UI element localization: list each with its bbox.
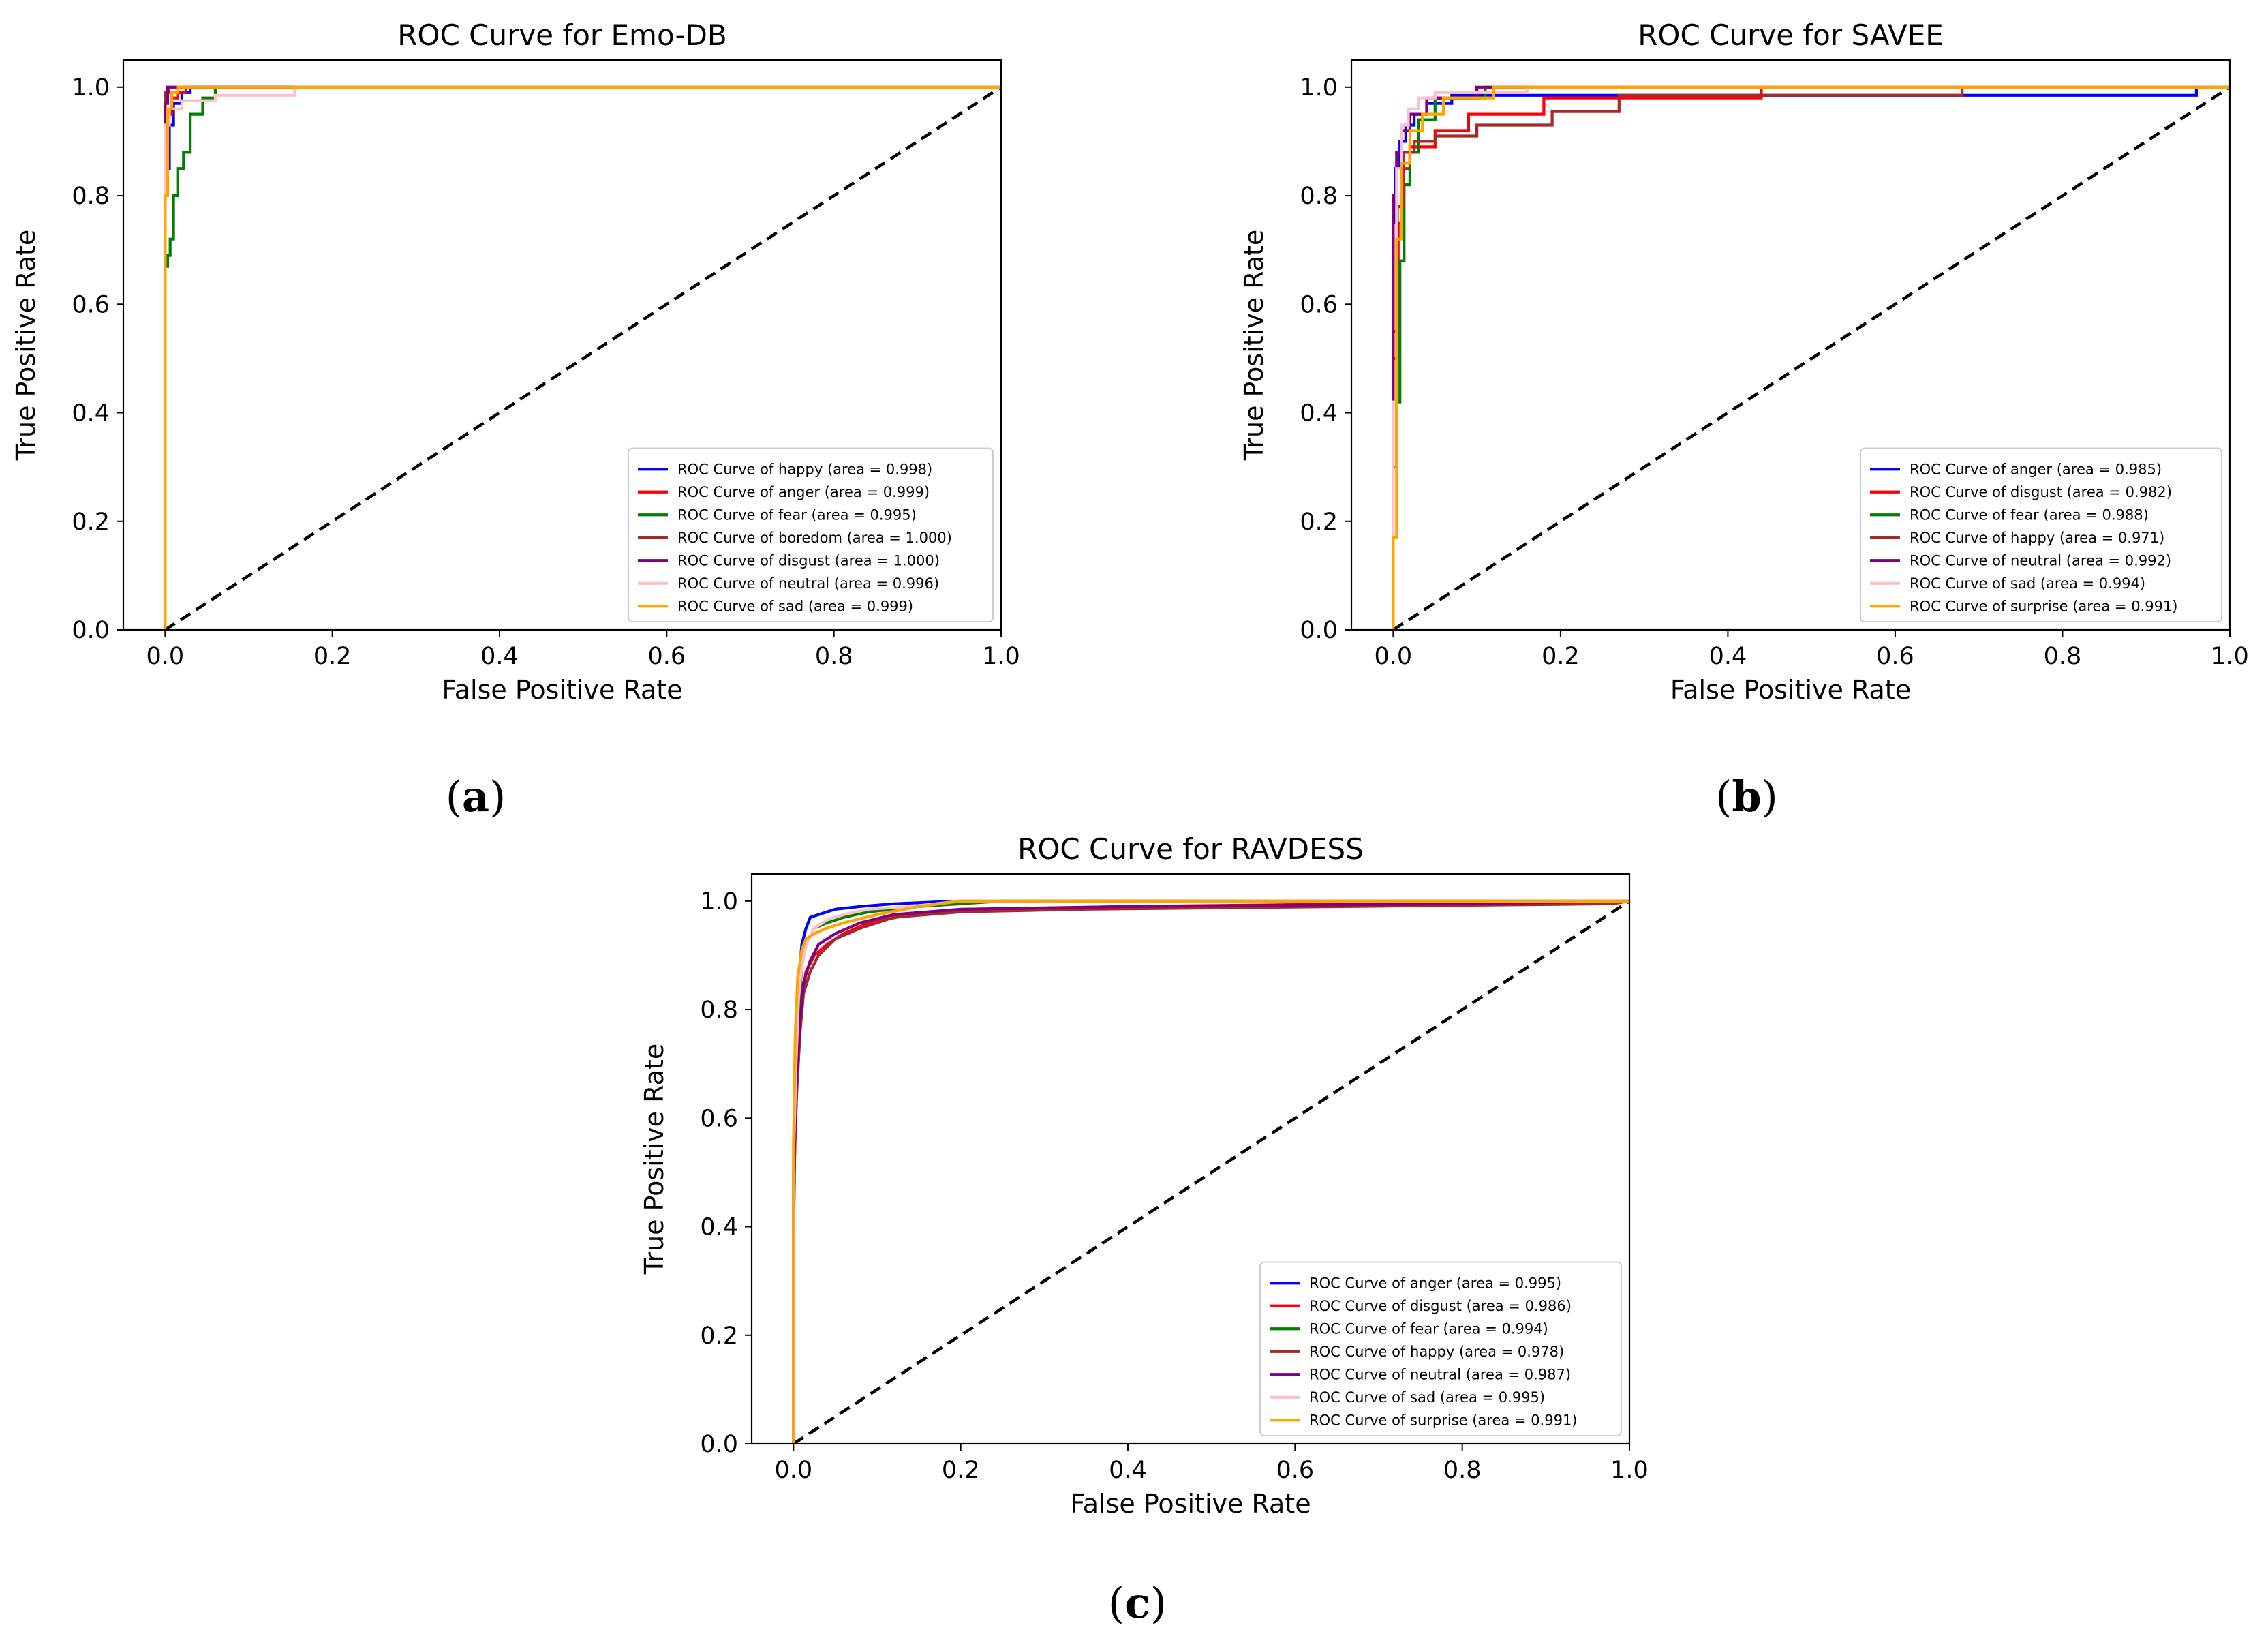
y-tick-label: 0.6 — [1300, 291, 1338, 318]
legend-label-neutral: ROC Curve of neutral (area = 0.992) — [1910, 552, 2171, 569]
y-tick-label: 0.4 — [72, 400, 110, 427]
legend-label-disgust: ROC Curve of disgust (area = 0.982) — [1910, 484, 2172, 500]
chart-title: ROC Curve for Emo-DB — [397, 18, 727, 52]
y-axis-label: True Positive Rate — [639, 1044, 669, 1275]
plot-area — [1392, 85, 2230, 630]
x-tick-label: 0.2 — [313, 643, 352, 670]
legend-label-disgust: ROC Curve of disgust (area = 1.000) — [677, 552, 940, 569]
x-tick-label: 0.0 — [1375, 643, 1413, 670]
legend-label-fear: ROC Curve of fear (area = 0.994) — [1309, 1320, 1548, 1337]
y-tick-label: 0.0 — [72, 617, 110, 644]
legend-box — [628, 447, 994, 622]
y-tick-label: 0.6 — [700, 1105, 738, 1132]
y-tick-label: 0.6 — [72, 291, 110, 318]
diagonal-reference-line — [164, 85, 1001, 630]
x-tick-label: 0.6 — [647, 643, 686, 670]
y-tick-label: 0.2 — [72, 509, 110, 536]
y-axis-label: True Positive Rate — [11, 230, 41, 461]
y-tick-label: 0.4 — [700, 1214, 738, 1241]
x-tick-label: 0.4 — [1709, 643, 1747, 670]
charts-layer: ROC Curve for Emo-DB 0.0 0.2 0.4 0.6 0.8 1.0 0.… — [11, 18, 2249, 1519]
y-tick-label: 1.0 — [1300, 74, 1338, 102]
legend-label-sad: ROC Curve of sad (area = 0.994) — [1910, 575, 2145, 592]
chart-c: ROC Curve for RAVDESS 0.0 0.2 0.4 0.6 0.8 1.0 0… — [639, 832, 1649, 1519]
legend-label-neutral: ROC Curve of neutral (area = 0.996) — [677, 575, 939, 592]
legend-label-sad: ROC Curve of sad (area = 0.995) — [1309, 1389, 1545, 1406]
x-axis-label: False Positive Rate — [1070, 1489, 1311, 1519]
legend-box — [1259, 1261, 1622, 1436]
diagonal-reference-line — [1392, 85, 2230, 630]
roc-line-fear — [164, 85, 1001, 630]
x-tick-label: 0.4 — [1109, 1457, 1147, 1484]
legend: ROC Curve of anger (area = 0.985) ROC Cur… — [1860, 447, 2222, 622]
x-tick-label: 1.0 — [982, 643, 1020, 670]
legend-label-anger: ROC Curve of anger (area = 0.999) — [677, 484, 930, 500]
legend-label-neutral: ROC Curve of neutral (area = 0.987) — [1309, 1366, 1571, 1382]
x-tick-label: 0.0 — [774, 1457, 812, 1484]
y-tick-label: 1.0 — [700, 888, 738, 915]
x-tick-label: 0.2 — [1542, 643, 1580, 670]
y-axis-label: True Positive Rate — [1239, 230, 1269, 461]
plot-area — [792, 899, 1629, 1444]
legend-label-anger: ROC Curve of anger (area = 0.995) — [1309, 1275, 1561, 1291]
x-tick-label: 0.8 — [2044, 643, 2082, 670]
legend-label-sad: ROC Curve of sad (area = 0.999) — [677, 598, 913, 614]
diagonal-reference-line — [793, 899, 1629, 1444]
roc-line-surprise — [1392, 85, 2230, 630]
x-tick-label: 0.2 — [942, 1457, 980, 1484]
x-tick-label: 0.6 — [1876, 643, 1914, 670]
x-tick-label: 0.8 — [1443, 1457, 1482, 1484]
chart-a: ROC Curve for Emo-DB 0.0 0.2 0.4 0.6 0.8 1.0 0.… — [11, 18, 1020, 705]
legend-box — [1860, 447, 2222, 622]
y-tick-label: 0.8 — [72, 183, 110, 210]
legend-label-boredom: ROC Curve of boredom (area = 1.000) — [677, 530, 952, 546]
x-tick-label: 0.0 — [146, 643, 184, 670]
legend-label-surprise: ROC Curve of surprise (area = 0.991) — [1910, 598, 2178, 614]
x-tick-label: 1.0 — [2211, 643, 2249, 670]
plot-area — [164, 85, 1001, 630]
caption-a: (a) — [446, 772, 506, 821]
legend-label-fear: ROC Curve of fear (area = 0.988) — [1910, 506, 2149, 523]
y-tick-label: 0.8 — [700, 997, 738, 1024]
legend-label-surprise: ROC Curve of surprise (area = 0.991) — [1309, 1412, 1578, 1428]
chart-title: ROC Curve for RAVDESS — [1017, 832, 1364, 866]
x-tick-label: 0.6 — [1276, 1457, 1314, 1484]
y-tick-label: 0.0 — [1300, 617, 1338, 644]
roc-line-sad — [164, 85, 1001, 630]
y-tick-label: 1.0 — [72, 74, 110, 102]
x-tick-label: 0.4 — [480, 643, 519, 670]
y-tick-label: 0.8 — [1300, 183, 1338, 210]
legend-label-happy: ROC Curve of happy (area = 0.998) — [677, 461, 932, 477]
axes-frame — [122, 59, 1002, 631]
legend-label-disgust: ROC Curve of disgust (area = 0.986) — [1309, 1298, 1572, 1314]
chart-title: ROC Curve for SAVEE — [1638, 18, 1944, 52]
x-axis-label: False Positive Rate — [442, 675, 682, 705]
chart-b: ROC Curve for SAVEE 0.0 0.2 0.4 0.6 0.8 1.0 0.0… — [1239, 18, 2249, 705]
legend-label-fear: ROC Curve of fear (area = 0.995) — [677, 506, 917, 523]
legend: ROC Curve of happy (area = 0.998) ROC Cur… — [628, 447, 994, 622]
x-tick-label: 0.8 — [815, 643, 853, 670]
x-axis-label: False Positive Rate — [1670, 675, 1911, 705]
y-tick-label: 0.2 — [1300, 509, 1338, 536]
legend-label-happy: ROC Curve of happy (area = 0.971) — [1910, 530, 2164, 546]
caption-b: (b) — [1715, 772, 1778, 821]
legend-label-happy: ROC Curve of happy (area = 0.978) — [1309, 1344, 1564, 1360]
legend: ROC Curve of anger (area = 0.995) ROC Cur… — [1259, 1261, 1622, 1436]
caption-c: (c) — [1108, 1578, 1167, 1628]
y-tick-label: 0.2 — [700, 1322, 738, 1350]
y-tick-label: 0.0 — [700, 1431, 738, 1458]
legend-label-anger: ROC Curve of anger (area = 0.985) — [1910, 461, 2162, 477]
roc-line-surprise — [792, 899, 1629, 1444]
x-tick-label: 1.0 — [1610, 1457, 1649, 1484]
y-tick-label: 0.4 — [1300, 400, 1338, 427]
axes-frame — [1350, 59, 2231, 631]
axes-frame — [750, 873, 1631, 1445]
